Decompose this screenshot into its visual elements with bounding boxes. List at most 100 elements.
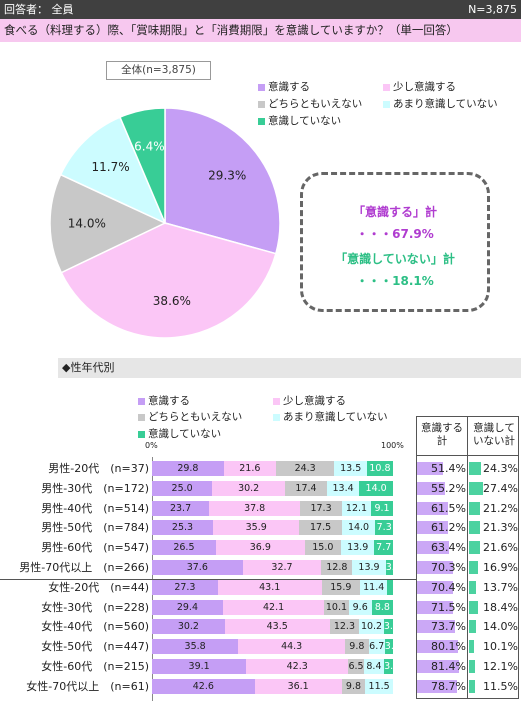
bar-segment-label: 7.7: [376, 542, 392, 554]
bar-legend-item-5: 意識していない: [138, 426, 221, 441]
sample-size: N=3,875: [468, 3, 517, 16]
bar-segment-label: 29.8: [177, 463, 199, 474]
bar-segment: [348, 659, 364, 674]
legend-label: 意識する: [148, 395, 190, 407]
summary-bar-aware: [417, 521, 449, 535]
legend-swatch: [273, 397, 280, 405]
summary-value-unaware: 21.2%: [483, 501, 518, 515]
bar-segment: [152, 461, 224, 476]
bar-segment-label: 3.0: [385, 562, 393, 573]
summary-bar-aware: [417, 580, 453, 594]
bar-segment-label: 9.1: [374, 502, 390, 514]
legend-swatch: [258, 117, 265, 125]
summary-value-unaware: 12.1%: [483, 660, 518, 673]
bar-segment-label: 13.5: [340, 463, 362, 474]
summary-bar-unaware: [469, 501, 480, 515]
summary-value-unaware: 14.0%: [483, 620, 518, 634]
bar-segment: [217, 579, 322, 595]
bar-segment: [366, 461, 393, 476]
row-label: 男性-40代 (n=514): [41, 501, 149, 515]
bar-segment: [363, 659, 385, 674]
bar-segment: [329, 619, 360, 635]
pie-slice-label-2: 38.6%: [153, 294, 191, 308]
summary-divider: [467, 416, 468, 699]
legend-swatch: [138, 430, 145, 438]
bar-segment: [152, 659, 247, 674]
legend-label: 意識する: [268, 81, 310, 93]
axis-max-label: 100%: [381, 441, 404, 450]
bar-segment-label: 42.3: [286, 661, 308, 672]
bar-segment-label: 29.4: [176, 601, 198, 613]
header-bar: 回答者： 全員 N=3,875: [0, 0, 521, 19]
bar-segment-label: 10.1: [325, 601, 348, 613]
bar-segment: [224, 619, 330, 635]
callout-line-1: 「意識する」計: [352, 205, 437, 219]
summary-bar-unaware: [469, 521, 480, 535]
bar-segment: [321, 560, 353, 575]
legend-swatch: [273, 413, 280, 421]
bar-segment-label: 42.1: [262, 601, 285, 613]
section-title: ◆性年代別: [58, 358, 521, 378]
bar-segment: [152, 480, 213, 496]
legend-swatch: [138, 413, 145, 421]
row-label: 女性-70代以上 (n=61): [26, 679, 149, 693]
bar-segment-label: 35.8: [184, 641, 206, 653]
bar-segment: [222, 599, 325, 615]
bar-segment: [324, 599, 349, 615]
summary-value-aware: 73.7%: [431, 620, 466, 634]
bar-segment-label: 21.6: [239, 463, 261, 474]
bar-legend-item-3: どちらともいえない: [138, 409, 242, 424]
bar-segment-label: 25.0: [171, 482, 193, 494]
bar-segment-label: 43.1: [259, 581, 281, 593]
bar-segment: [387, 579, 393, 595]
legend-label: 意識していない: [148, 428, 222, 440]
group-separator: [0, 578, 416, 580]
bar-segment-label: 9.8: [349, 641, 365, 653]
bar-segment-label: 8.8: [374, 601, 390, 613]
bar-segment: [285, 480, 327, 496]
legend-swatch: [383, 100, 390, 108]
bar-segment: [368, 639, 385, 655]
respondent-label: 回答者： 全員: [4, 3, 74, 16]
bar-segment-label: 12.3: [333, 621, 355, 633]
callout-line-2: ・・・67.9%: [356, 227, 434, 241]
bar-segment: [215, 540, 305, 556]
bar-legend-item-2: 少し意識する: [273, 393, 346, 408]
bar-segment: [359, 619, 384, 635]
bar-segment: [299, 520, 342, 536]
summary-bar-unaware: [469, 600, 479, 614]
legend-label: あまり意識していない: [283, 411, 388, 423]
bar-segment-label: 42.6: [192, 680, 214, 692]
bar-segment: [334, 461, 367, 476]
bar-segment: [384, 659, 393, 674]
bar-segment-label: 17.3: [310, 502, 332, 514]
bar-segment-label: 15.0: [312, 542, 334, 554]
bar-segment-label: 13.4: [332, 482, 354, 494]
bar-segment: [152, 619, 225, 635]
summary-value-unaware: 24.3%: [483, 462, 518, 475]
summary-header-2: 意識していない計: [473, 422, 515, 447]
row-label: 女性-50代 (n=447): [41, 640, 149, 654]
bar-segment: [275, 461, 335, 476]
bar-segment: [321, 579, 360, 595]
bar-segment: [152, 599, 223, 615]
summary-bar-unaware: [469, 620, 477, 634]
summary-value-unaware: 21.3%: [483, 521, 518, 535]
bar-segment-label: 17.4: [295, 482, 317, 494]
bar-segment-label: 36.1: [287, 680, 309, 692]
row-label: 女性-40代 (n=560): [41, 620, 149, 634]
summary-bar-aware: [417, 620, 455, 634]
summary-header-1: 意識する計: [421, 422, 463, 447]
pie-slice-3: [49, 173, 167, 274]
bar-segment-label: 24.3: [294, 463, 316, 474]
bar-segment-label: 37.6: [186, 562, 208, 573]
summary-value-unaware: 27.4%: [483, 481, 518, 495]
pie-chart: 29.3% 38.6% 14.0% 11.7% 6.4%: [49, 107, 281, 339]
legend-label: 少し意識する: [283, 395, 346, 407]
bar-legend-item-4: あまり意識していない: [273, 409, 388, 424]
bar-segment-label: 9.8: [345, 680, 362, 692]
pie-title: 全体(n=3,875): [106, 61, 211, 80]
summary-value-aware: 70.4%: [431, 580, 466, 594]
bar-segment-label: 32.7: [271, 562, 293, 573]
question-text: 食べる（料理する）際、「賞味期限」と「消費期限」を意識していますか？（単一回答）: [0, 19, 521, 42]
